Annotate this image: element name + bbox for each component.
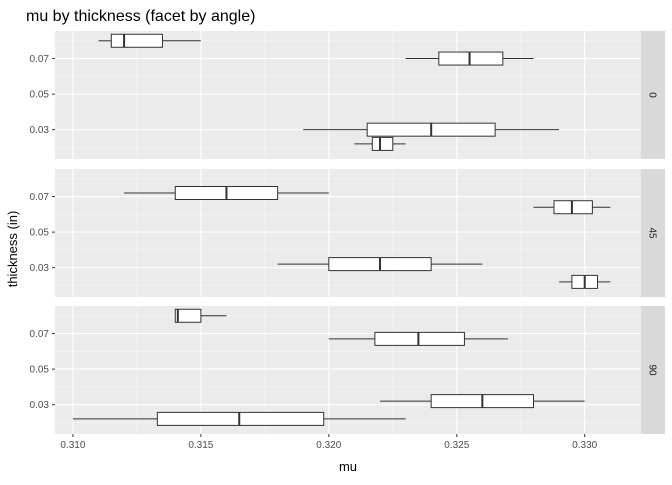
facet-strip (641, 169, 665, 297)
chart-title: mu by thickness (facet by angle) (26, 8, 255, 25)
boxplot (98, 33, 201, 48)
panel-background (55, 306, 641, 434)
y-axis-label: thickness (in) (5, 211, 20, 288)
boxplot (72, 411, 406, 426)
facet-strip (641, 306, 665, 434)
panel-background (55, 169, 641, 297)
facet-strip (641, 31, 665, 159)
facet-strip-label: 90 (647, 364, 658, 376)
boxplot (174, 308, 227, 323)
box-iqr (438, 51, 504, 66)
y-tick-label: 0.05 (30, 365, 50, 376)
y-tick-label: 0.07 (30, 329, 50, 340)
x-tick-label: 0.330 (572, 440, 597, 451)
y-tick-label: 0.07 (30, 192, 50, 203)
boxplot (533, 200, 611, 215)
x-tick-label: 0.325 (444, 440, 469, 451)
facet-strip-label: 45 (647, 227, 658, 239)
y-tick-label: 0.03 (30, 400, 50, 411)
boxplot (328, 331, 508, 346)
x-tick-label: 0.310 (60, 440, 85, 451)
x-tick-label: 0.320 (316, 440, 341, 451)
y-tick-label: 0.05 (30, 90, 50, 101)
boxplot (559, 274, 611, 289)
y-tick-label: 0.03 (30, 125, 50, 136)
boxplot (124, 186, 329, 200)
x-axis-label: mu (339, 459, 357, 474)
boxplot (303, 122, 560, 137)
box-iqr (174, 308, 202, 323)
facet-panel-90: 0.03 0.05 0.07 90 (30, 306, 665, 434)
x-axis-ticks: 0.310 0.315 0.320 0.325 0.330 (60, 434, 598, 451)
panel-background (55, 31, 641, 159)
y-tick-label: 0.03 (30, 263, 50, 274)
x-tick-label: 0.315 (188, 440, 213, 451)
box-iqr (156, 411, 325, 426)
facet-panel-45: 0.03 0.05 0.07 45 (30, 169, 665, 297)
boxplot (277, 257, 483, 272)
box-iqr (371, 136, 394, 151)
boxplot (354, 136, 406, 151)
facet-panels: 0.03 0.05 0.07 0 0.03 0.05 0.07 45 0.03 0.05 0.07 9… (30, 31, 665, 434)
facet-panel-0: 0.03 0.05 0.07 0 (30, 31, 665, 159)
boxplot (405, 51, 534, 66)
box-iqr (553, 200, 593, 215)
boxplot (379, 394, 585, 409)
y-tick-label: 0.07 (30, 54, 50, 65)
y-tick-label: 0.05 (30, 228, 50, 239)
facet-strip-label: 0 (647, 92, 658, 98)
box-iqr (110, 33, 163, 48)
box-iqr (374, 331, 465, 346)
